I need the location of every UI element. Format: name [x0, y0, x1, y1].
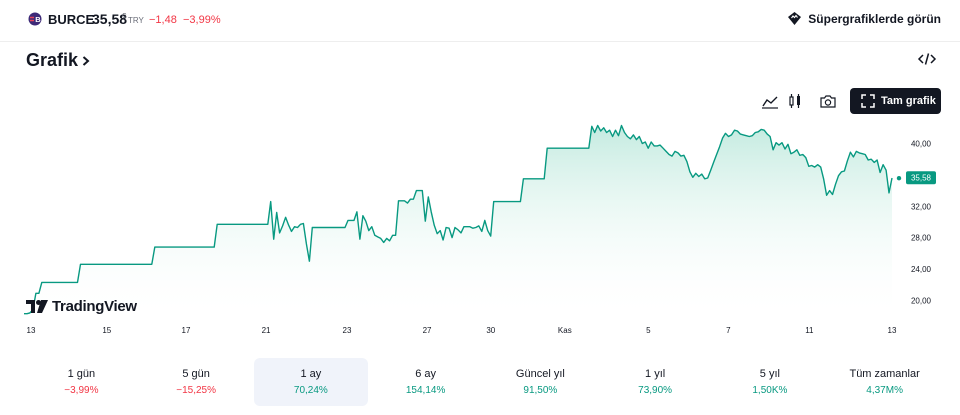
period-label: 1 gün: [67, 368, 96, 380]
period-change: −15,25%: [176, 385, 216, 396]
fullscreen-label: Tam grafik: [881, 95, 936, 107]
period-label: 6 ay: [415, 368, 437, 380]
period-label: 1 yıl: [645, 368, 666, 380]
y-tick-label: 24,00: [911, 265, 932, 274]
y-tick-label: 32,00: [911, 202, 932, 211]
y-tick-label: 20,00: [911, 296, 932, 305]
period-label: 5 gün: [182, 368, 210, 380]
area-chart-style-button[interactable]: [758, 89, 782, 113]
x-tick-label: 13: [888, 326, 897, 335]
x-tick-label: 11: [805, 326, 814, 335]
period-change: 73,90%: [638, 385, 673, 396]
period-label: 1 ay: [300, 368, 322, 380]
company-logo-icon: B: [28, 12, 42, 26]
supercharts-link[interactable]: Süpergrafiklerde görün: [787, 11, 941, 26]
period-tab-6m[interactable]: 6 ay 154,14%: [368, 358, 483, 406]
symbol-price: 35,58: [92, 11, 128, 27]
x-tick-label: 30: [486, 326, 495, 335]
candles-chart-style-button[interactable]: [783, 89, 807, 113]
last-price-label: 35,58: [911, 174, 932, 183]
camera-icon: [820, 94, 836, 108]
last-price-dot: [896, 175, 902, 181]
y-tick-label: 28,00: [911, 234, 932, 243]
price-line: [24, 124, 893, 315]
tradingview-logo-icon: [26, 300, 48, 313]
period-label: 5 yıl: [759, 368, 780, 380]
expand-icon: [861, 94, 875, 108]
period-change: 1,50K%: [752, 385, 788, 396]
symbol-ticker[interactable]: BURCE: [48, 12, 95, 27]
x-tick-label: 23: [343, 326, 352, 335]
snapshot-button[interactable]: [816, 89, 840, 113]
price-superscript: c: [122, 10, 127, 20]
chart-section-title[interactable]: Grafik: [26, 50, 91, 71]
supercharts-label: Süpergrafiklerde görün: [808, 11, 941, 26]
candlestick-icon: [789, 94, 800, 108]
svg-text:B: B: [35, 15, 41, 24]
price-change: −1,48: [149, 14, 177, 26]
chart-title-text: Grafik: [26, 50, 79, 70]
x-tick-label: 17: [182, 326, 191, 335]
period-tabs: 1 gün −3,99% 5 gün −15,25% 1 ay 70,24% 6…: [24, 358, 942, 406]
x-axis: 13 15 17 21 23 27 30 Kas 5 7 11 13: [27, 326, 897, 335]
period-change: 154,14%: [405, 385, 446, 396]
period-tab-1y[interactable]: 1 yıl 73,90%: [598, 358, 713, 406]
x-tick-label: 15: [102, 326, 111, 335]
x-tick-label: 13: [27, 326, 36, 335]
period-tab-all[interactable]: Tüm zamanlar 4,37M%: [827, 358, 942, 406]
area-chart-icon: [762, 96, 778, 109]
x-tick-label: 5: [646, 326, 651, 335]
period-tab-5d[interactable]: 5 gün −15,25%: [139, 358, 254, 406]
tradingview-logo[interactable]: TradingView: [26, 298, 137, 315]
tradingview-wordmark: TradingView: [52, 298, 137, 315]
chevron-right-icon: [82, 55, 90, 66]
y-tick-label: 40,00: [911, 140, 932, 149]
x-tick-label: 27: [423, 326, 432, 335]
x-tick-label: 21: [262, 326, 271, 335]
x-tick-label: 7: [726, 326, 731, 335]
period-tab-1m[interactable]: 1 ay 70,24%: [253, 358, 369, 406]
period-label: Tüm zamanlar: [849, 368, 920, 380]
last-price-badge: [906, 171, 936, 185]
symbol-header: B BURCE 35,58 c TRY −1,48 −3,99% Süpergr…: [0, 0, 960, 42]
x-tick-label: Kas: [558, 326, 572, 335]
period-label: Güncel yıl: [515, 368, 565, 380]
period-tab-1d[interactable]: 1 gün −3,99%: [24, 358, 139, 406]
supercharts-icon: [788, 12, 802, 25]
period-tab-5y[interactable]: 5 yıl 1,50K%: [713, 358, 828, 406]
currency-label: TRY: [128, 16, 144, 25]
fullscreen-chart-button[interactable]: Tam grafik: [850, 88, 941, 114]
price-area-fill: [24, 125, 892, 320]
embed-code-icon[interactable]: [916, 50, 938, 68]
last-price-marker: 35,58: [896, 171, 936, 185]
period-change: 91,50%: [523, 385, 558, 396]
period-change: 4,37M%: [866, 385, 903, 396]
period-change: −3,99%: [64, 385, 99, 396]
period-change: 70,24%: [293, 385, 328, 396]
price-change-percent: −3,99%: [183, 14, 221, 26]
period-tab-ytd[interactable]: Güncel yıl 91,50%: [483, 358, 598, 406]
